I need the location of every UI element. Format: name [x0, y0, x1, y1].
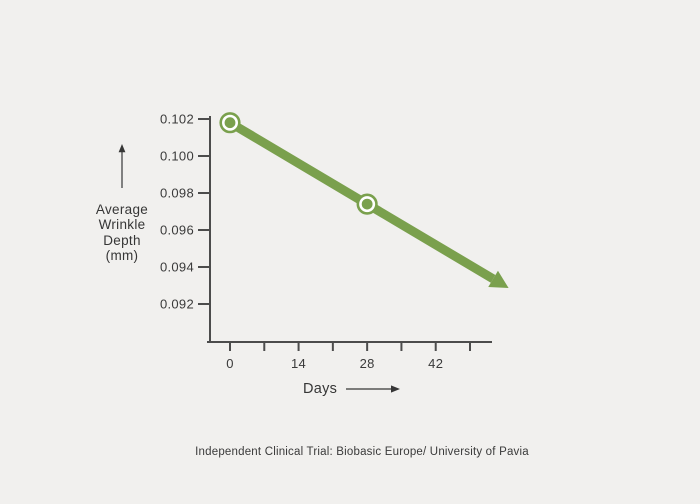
y-tick-label: 0.094	[160, 260, 194, 275]
x-tick-label: 28	[360, 356, 375, 371]
data-point	[361, 198, 373, 210]
x-tick-label: 0	[226, 356, 234, 371]
data-point	[224, 117, 236, 129]
y-axis-title-text: Average Wrinkle Depth (mm)	[95, 202, 149, 264]
x-tick-label: 14	[291, 356, 306, 371]
x-axis-title-text: Days	[303, 381, 338, 397]
y-tick-label: 0.098	[160, 186, 194, 201]
trend-arrowhead	[488, 270, 509, 289]
x-axis-title: Days	[303, 381, 401, 397]
y-tick-label: 0.100	[160, 149, 194, 164]
y-tick-label: 0.092	[160, 297, 194, 312]
caption: Independent Clinical Trial: Biobasic Eur…	[195, 446, 529, 458]
x-axis-direction-arrow-icon	[346, 385, 401, 393]
y-axis-direction-arrow-icon	[118, 144, 126, 188]
y-tick-label: 0.096	[160, 223, 194, 238]
y-axis-title: Average Wrinkle Depth (mm)	[62, 144, 182, 264]
y-tick-label: 0.102	[160, 112, 194, 127]
x-tick-label: 42	[428, 356, 443, 371]
